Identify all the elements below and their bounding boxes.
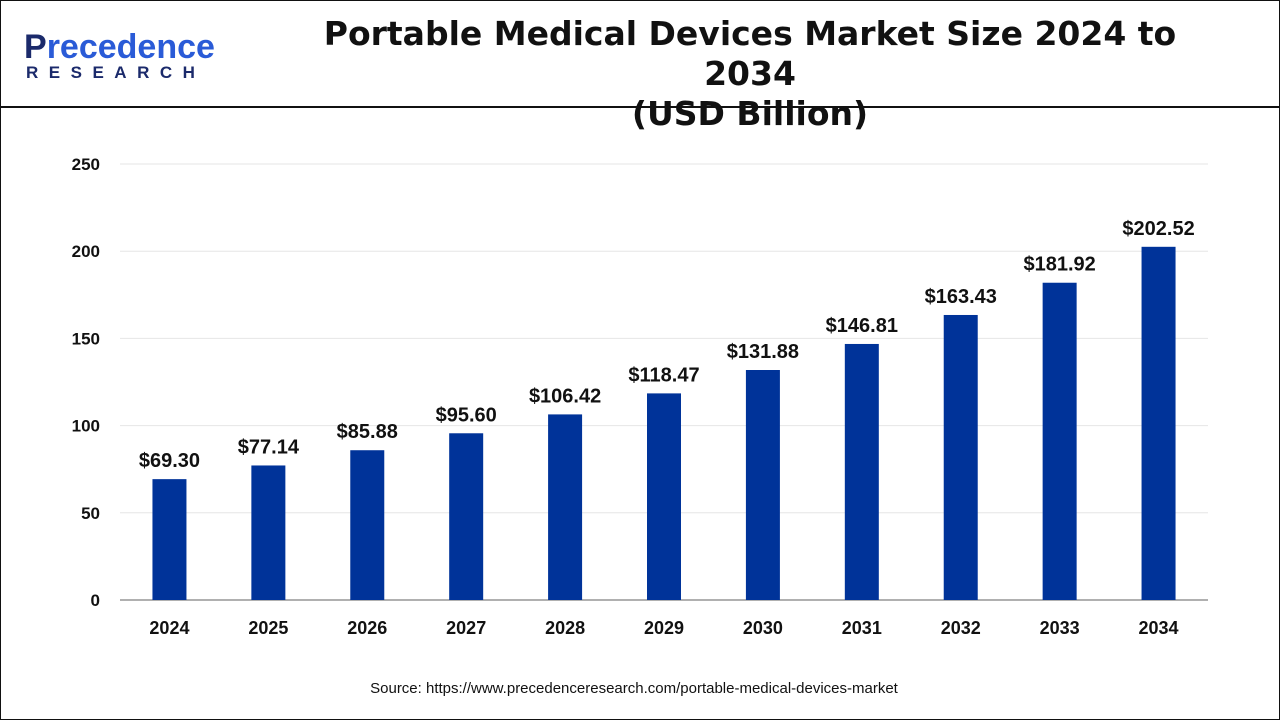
data-label: $163.43 [925, 286, 997, 308]
bar [350, 450, 385, 600]
data-label: $202.52 [1122, 218, 1194, 240]
x-tick-label: 2031 [842, 618, 882, 638]
logo-sub: RESEARCH [26, 63, 206, 82]
data-label: $106.42 [529, 385, 601, 407]
bar [1141, 246, 1176, 600]
logo: Precedence RESEARCH [24, 30, 215, 82]
bar [943, 314, 978, 600]
x-tick-label: 2024 [149, 618, 189, 638]
bar [844, 343, 879, 600]
y-tick-label: 200 [72, 242, 100, 261]
data-label: $181.92 [1023, 254, 1095, 276]
data-label: $95.60 [436, 404, 497, 426]
y-tick-label: 150 [72, 329, 100, 348]
title-line-2: (USD Billion) [631, 94, 869, 133]
x-tick-label: 2027 [446, 618, 486, 638]
bar [449, 433, 484, 600]
x-tick-label: 2032 [941, 618, 981, 638]
chart-title: Portable Medical Devices Market Size 202… [300, 14, 1200, 134]
x-tick-label: 2034 [1139, 618, 1179, 638]
x-tick-label: 2026 [347, 618, 387, 638]
bar [647, 393, 681, 600]
header: Precedence RESEARCH Portable Medical Dev… [0, 0, 1280, 133]
x-tick-label: 2030 [743, 618, 783, 638]
data-label: $85.88 [337, 421, 398, 443]
logo-text: Precedence [24, 28, 215, 66]
title-line-1: Portable Medical Devices Market Size 202… [323, 14, 1177, 93]
x-tick-label: 2028 [545, 618, 585, 638]
data-label: $146.81 [826, 315, 898, 337]
bar [152, 479, 187, 600]
y-tick-label: 50 [81, 504, 100, 523]
data-label: $69.30 [139, 450, 200, 472]
data-label: $118.47 [628, 364, 699, 386]
y-tick-label: 100 [72, 417, 100, 436]
y-tick-label: 250 [72, 155, 100, 174]
bar [251, 465, 286, 600]
bar [548, 414, 583, 600]
data-label: $131.88 [727, 341, 799, 363]
source-text: Source: https://www.precedenceresearch.c… [370, 680, 898, 697]
x-tick-label: 2033 [1040, 618, 1080, 638]
y-tick-label: 0 [91, 591, 100, 610]
data-label: $77.14 [238, 436, 300, 458]
x-tick-label: 2029 [644, 618, 684, 638]
x-tick-label: 2025 [248, 618, 288, 638]
bar [1042, 282, 1077, 600]
bar [745, 370, 780, 600]
